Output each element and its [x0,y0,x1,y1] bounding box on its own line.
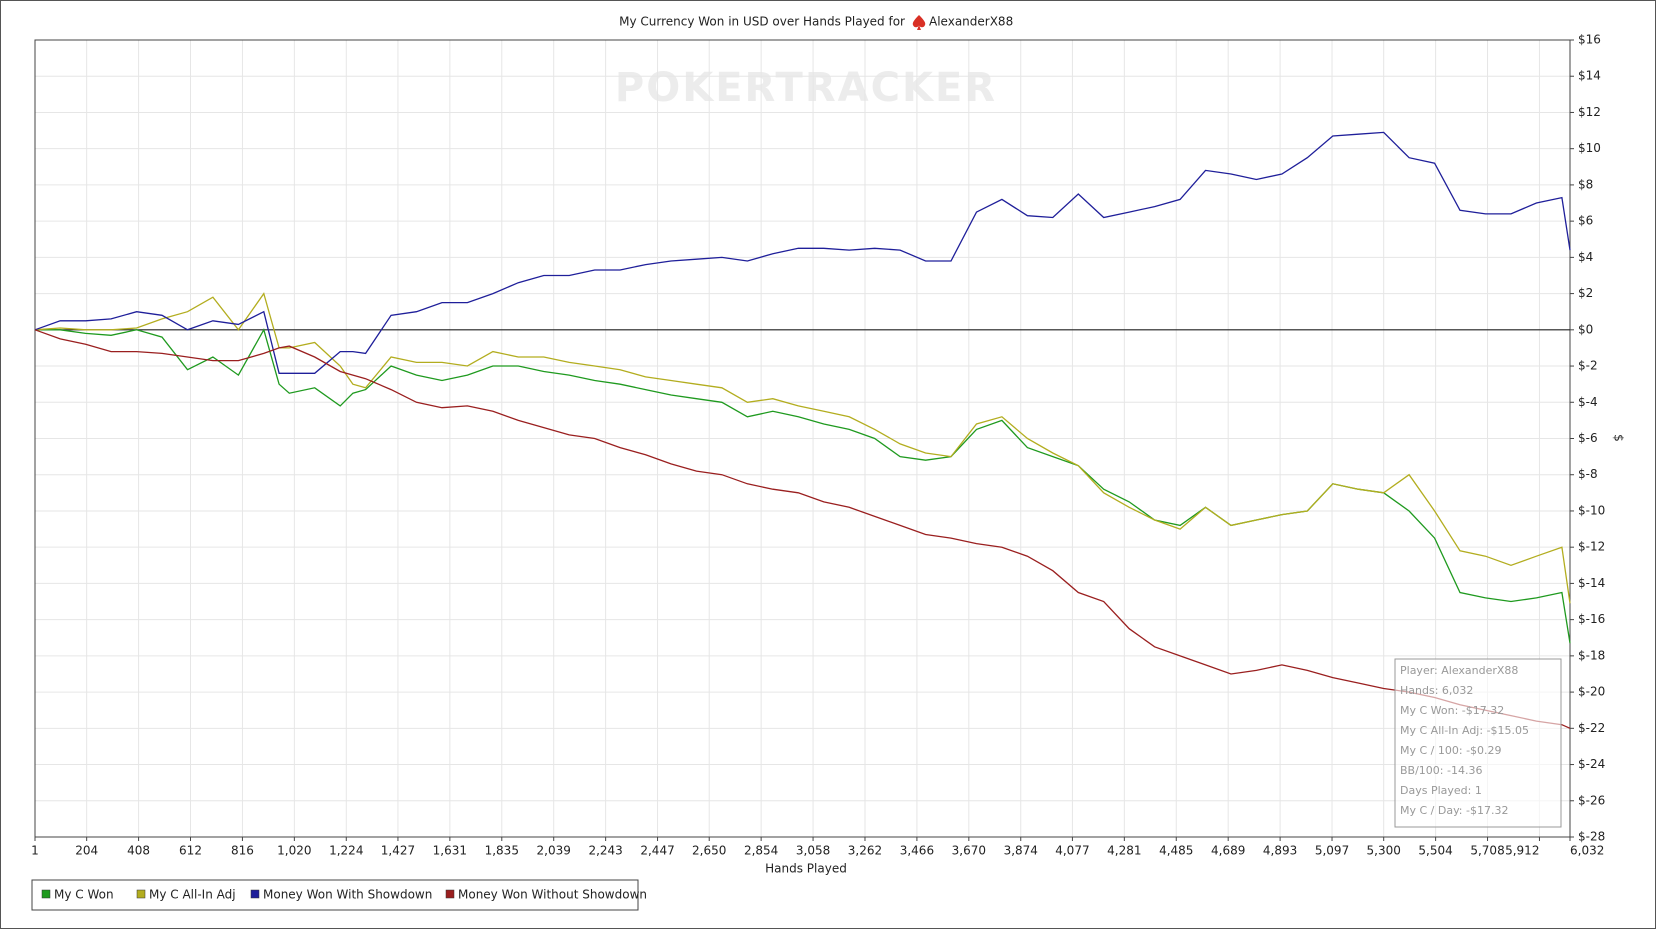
x-tick-label: 3,670 [952,844,986,858]
x-tick-label: 612 [179,844,202,858]
x-tick-label: 2,039 [537,844,571,858]
x-tick-label: 4,689 [1211,844,1245,858]
x-tick-label: 6,032 [1570,844,1604,858]
y-tick-label: $6 [1578,214,1593,228]
x-tick-label: 1 [31,844,39,858]
x-tick-label: 1,020 [277,844,311,858]
tooltip-line: My C Won: -$17.32 [1400,704,1504,717]
y-axis-label: $ [1612,434,1626,442]
y-tick-label: $-6 [1578,431,1598,445]
tooltip-line: My C / 100: -$0.29 [1400,744,1502,757]
y-tick-label: $-20 [1578,685,1605,699]
legend-swatch [41,889,51,899]
series-line [34,329,1571,729]
y-tick-label: $16 [1578,33,1601,47]
y-tick-label: $4 [1578,250,1593,264]
tooltip-line: BB/100: -14.36 [1400,764,1482,777]
tooltip: Player: AlexanderX88 Hands: 6,032 My C Won… [1394,658,1562,828]
x-tick-label: 3,874 [1004,844,1038,858]
tooltip-line: Days Played: 1 [1400,784,1482,797]
x-tick-label: 2,243 [588,844,622,858]
tooltip-line: My C / Day: -$17.32 [1400,804,1508,817]
x-tick-label: 5,504 [1418,844,1452,858]
y-tick-label: $0 [1578,322,1593,336]
x-tick-label: 4,893 [1263,844,1297,858]
spade-icon [912,15,926,30]
x-tick-label: 1,835 [485,844,519,858]
y-tick-label: $-14 [1578,576,1605,590]
x-tick-label: 3,262 [848,844,882,858]
tooltip-line: Hands: 6,032 [1400,684,1473,697]
x-tick-label: 5,300 [1367,844,1401,858]
legend-label: My C All-In Adj [149,888,236,902]
x-tick-label: 204 [75,844,98,858]
legend-swatch [250,889,260,899]
y-tick-label: $-8 [1578,467,1598,481]
y-tick-label: $-16 [1578,612,1605,626]
x-tick-label: 5,708 [1470,844,1504,858]
y-tick-label: $-4 [1578,395,1598,409]
legend-label: My C Won [54,888,114,902]
x-tick-label: 2,854 [744,844,778,858]
legend-label: Money Won With Showdown [263,888,432,902]
legend-label: Money Won Without Showdown [458,888,647,902]
x-tick-label: 5,912 [1505,844,1539,858]
x-tick-label: 408 [127,844,150,858]
y-tick-label: $-28 [1578,830,1605,844]
y-tick-label: $-24 [1578,757,1605,771]
legend-swatch [136,889,146,899]
series-line [34,292,1571,604]
legend [31,879,639,911]
y-tick-label: $-12 [1578,540,1605,554]
x-tick-label: 1,224 [329,844,363,858]
x-tick-label: 4,077 [1055,844,1089,858]
tooltip-line: Player: AlexanderX88 [1400,664,1518,677]
series-line [34,131,1571,374]
tooltip-box [1394,658,1562,828]
y-tick-label: $-18 [1578,648,1605,662]
x-tick-label: 5,097 [1315,844,1349,858]
y-tick-label: $-26 [1578,793,1605,807]
y-tick-label: $2 [1578,286,1593,300]
x-tick-label: 2,447 [640,844,674,858]
legend-swatch [445,889,455,899]
x-tick-label: 4,485 [1159,844,1193,858]
tooltip-line: My C All-In Adj: -$15.05 [1400,724,1529,737]
y-tick-label: $12 [1578,105,1601,119]
y-tick-label: $-2 [1578,359,1598,373]
x-tick-label: 1,631 [433,844,467,858]
chart-title: My Currency Won in USD over Hands Played… [619,15,905,29]
y-tick-label: $-22 [1578,721,1605,735]
watermark: POKERTRACKER [615,65,997,111]
y-tick-label: $-10 [1578,503,1605,517]
player-name: AlexanderX88 [929,15,1013,29]
x-tick-label: 816 [231,844,254,858]
x-axis-label: Hands Played [765,862,847,876]
x-tick-label: 3,058 [796,844,830,858]
x-tick-label: 4,281 [1107,844,1141,858]
x-tick-label: 1,427 [381,844,415,858]
y-tick-label: $8 [1578,177,1593,191]
x-tick-label: 2,650 [692,844,726,858]
x-tick-label: 3,466 [900,844,934,858]
y-tick-label: $10 [1578,141,1601,155]
y-tick-label: $14 [1578,69,1601,83]
